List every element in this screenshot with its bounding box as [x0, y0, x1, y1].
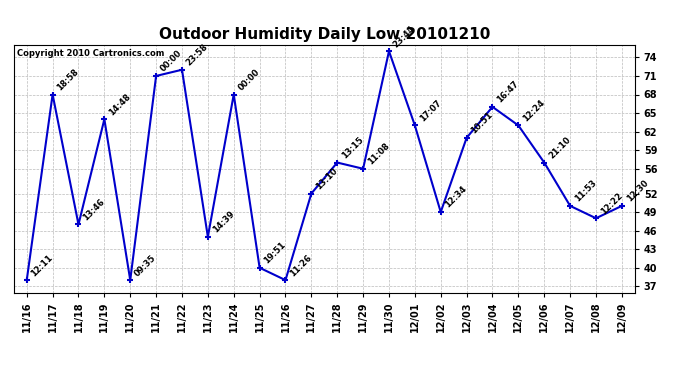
Text: 13:46: 13:46: [81, 197, 106, 222]
Text: 16:47: 16:47: [495, 80, 520, 105]
Text: 11:53: 11:53: [573, 178, 598, 204]
Text: 12:34: 12:34: [444, 184, 469, 210]
Text: 12:30: 12:30: [624, 178, 650, 204]
Text: 13:10: 13:10: [314, 166, 339, 191]
Text: 10:51: 10:51: [469, 110, 495, 136]
Text: 09:35: 09:35: [133, 253, 158, 278]
Title: Outdoor Humidity Daily Low 20101210: Outdoor Humidity Daily Low 20101210: [159, 27, 490, 42]
Text: Copyright 2010 Cartronics.com: Copyright 2010 Cartronics.com: [17, 49, 164, 58]
Text: 17:07: 17:07: [417, 98, 443, 123]
Text: 12:24: 12:24: [521, 98, 546, 123]
Text: 21:10: 21:10: [547, 135, 572, 160]
Text: 14:39: 14:39: [210, 210, 236, 235]
Text: 23:58: 23:58: [185, 42, 210, 68]
Text: 18:58: 18:58: [55, 67, 81, 92]
Text: 11:08: 11:08: [366, 141, 391, 166]
Text: 11:26: 11:26: [288, 253, 314, 278]
Text: 19:51: 19:51: [262, 240, 288, 266]
Text: 13:15: 13:15: [340, 135, 365, 160]
Text: 23:44: 23:44: [392, 24, 417, 49]
Text: 00:00: 00:00: [237, 68, 262, 92]
Text: 12:22: 12:22: [599, 191, 624, 216]
Text: 12:11: 12:11: [30, 253, 55, 278]
Text: 14:48: 14:48: [107, 92, 132, 117]
Text: 00:00: 00:00: [159, 49, 184, 74]
